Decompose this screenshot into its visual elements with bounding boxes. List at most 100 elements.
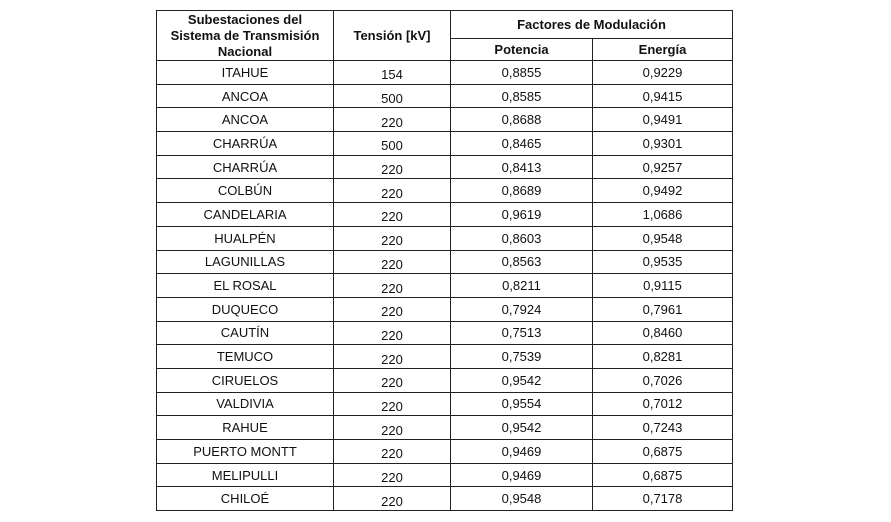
table-cell: 220 bbox=[333, 107, 451, 133]
table-cell: 0,8563 bbox=[450, 249, 593, 275]
table-cell: 0,8585 bbox=[450, 83, 593, 109]
table-row: TEMUCO 220 0,7539 0,8281 bbox=[156, 344, 733, 369]
table-cell: ANCOA bbox=[156, 107, 334, 133]
header-cell: Potencia bbox=[450, 38, 593, 61]
table-cell: 0,8855 bbox=[450, 60, 593, 85]
table-cell: 0,7012 bbox=[592, 391, 733, 417]
table-cell: ITAHUE bbox=[156, 60, 334, 85]
table-cell: 0,7178 bbox=[592, 486, 733, 512]
table-cell: 220 bbox=[333, 178, 451, 204]
header-cell: Factores de Modulación bbox=[450, 10, 733, 39]
table-cell: 0,9257 bbox=[592, 154, 733, 180]
table-row: MELIPULLI 220 0,9469 0,6875 bbox=[156, 462, 733, 488]
table-row: CIRUELOS 220 0,9542 0,7026 bbox=[156, 367, 733, 393]
table-cell: MELIPULLI bbox=[156, 462, 334, 488]
table-cell: 220 bbox=[333, 320, 451, 346]
table-cell: 220 bbox=[333, 439, 451, 464]
table-cell: 0,9535 bbox=[592, 249, 733, 275]
table-cell: 0,7513 bbox=[450, 320, 593, 346]
table-cell: 220 bbox=[333, 391, 451, 417]
table-cell: RAHUE bbox=[156, 415, 334, 440]
table-cell: 0,9469 bbox=[450, 462, 593, 488]
table-cell: 0,9491 bbox=[592, 107, 733, 133]
table-cell: EL ROSAL bbox=[156, 273, 334, 298]
table-cell: COLBÚN bbox=[156, 178, 334, 204]
table-cell: CHILOÉ bbox=[156, 486, 334, 512]
table-cell: 220 bbox=[333, 296, 451, 322]
table-cell: 0,9115 bbox=[592, 273, 733, 298]
table-cell: 220 bbox=[333, 344, 451, 369]
table-cell: 220 bbox=[333, 415, 451, 440]
header-cell: Subestaciones del Sistema de Transmisión… bbox=[156, 10, 334, 61]
table-row: CANDELARIA 220 0,9619 1,0686 bbox=[156, 202, 733, 227]
table-cell: 0,8211 bbox=[450, 273, 593, 298]
table-cell: 0,9548 bbox=[450, 486, 593, 512]
table-row: DUQUECO 220 0,7924 0,7961 bbox=[156, 296, 733, 322]
table-row: ANCOA 220 0,8688 0,9491 bbox=[156, 107, 733, 133]
table-cell: LAGUNILLAS bbox=[156, 249, 334, 275]
table-row: ANCOA 500 0,8585 0,9415 bbox=[156, 83, 733, 109]
data-table: Subestaciones del Sistema de Transmisión… bbox=[156, 10, 733, 512]
table-cell: 0,8689 bbox=[450, 178, 593, 204]
table-header: Subestaciones del Sistema de Transmisión… bbox=[156, 10, 733, 61]
table-row: CHARRÚA 220 0,8413 0,9257 bbox=[156, 154, 733, 180]
table-cell: 500 bbox=[333, 83, 451, 109]
table-cell: 0,8603 bbox=[450, 225, 593, 251]
table-cell: CHARRÚA bbox=[156, 131, 334, 156]
table-cell: CIRUELOS bbox=[156, 367, 334, 393]
table-cell: 1,0686 bbox=[592, 202, 733, 227]
table-cell: 0,8465 bbox=[450, 131, 593, 156]
table-row: ITAHUE 154 0,8855 0,9229 bbox=[156, 60, 733, 85]
table-cell: 0,9554 bbox=[450, 391, 593, 417]
table-cell: 0,9619 bbox=[450, 202, 593, 227]
table-body: ITAHUE 154 0,8855 0,9229 ANCOA 500 0,8585 0,941… bbox=[156, 60, 733, 512]
table-cell: 220 bbox=[333, 367, 451, 393]
table-row: CHILOÉ 220 0,9548 0,7178 bbox=[156, 486, 733, 512]
table-cell: 0,9492 bbox=[592, 178, 733, 204]
table-cell: 0,8460 bbox=[592, 320, 733, 346]
table-cell: 220 bbox=[333, 462, 451, 488]
table-cell: 0,8281 bbox=[592, 344, 733, 369]
table-cell: 500 bbox=[333, 131, 451, 156]
table-cell: 220 bbox=[333, 225, 451, 251]
table-cell: VALDIVIA bbox=[156, 391, 334, 417]
table-cell: TEMUCO bbox=[156, 344, 334, 369]
table-cell: 0,7539 bbox=[450, 344, 593, 369]
table-cell: 0,7924 bbox=[450, 296, 593, 322]
table-cell: CHARRÚA bbox=[156, 154, 334, 180]
table-cell: 0,7961 bbox=[592, 296, 733, 322]
table-cell: 0,8413 bbox=[450, 154, 593, 180]
table-cell: 220 bbox=[333, 154, 451, 180]
table-cell: CAUTÍN bbox=[156, 320, 334, 346]
table-cell: 220 bbox=[333, 273, 451, 298]
table-cell: 220 bbox=[333, 486, 451, 512]
table-cell: 0,8688 bbox=[450, 107, 593, 133]
table-row: COLBÚN 220 0,8689 0,9492 bbox=[156, 178, 733, 204]
table-cell: CANDELARIA bbox=[156, 202, 334, 227]
table-cell: 0,9301 bbox=[592, 131, 733, 156]
table-cell: 0,7026 bbox=[592, 367, 733, 393]
table-cell: 0,6875 bbox=[592, 439, 733, 464]
table-cell: 220 bbox=[333, 202, 451, 227]
table-cell: 0,6875 bbox=[592, 462, 733, 488]
table-row: EL ROSAL 220 0,8211 0,9115 bbox=[156, 273, 733, 298]
table-cell: ANCOA bbox=[156, 83, 334, 109]
table-cell: 154 bbox=[333, 60, 451, 85]
table-cell: 220 bbox=[333, 249, 451, 275]
table-row: HUALPÉN 220 0,8603 0,9548 bbox=[156, 225, 733, 251]
table-cell: 0,9542 bbox=[450, 415, 593, 440]
table-cell: DUQUECO bbox=[156, 296, 334, 322]
table-cell: 0,9548 bbox=[592, 225, 733, 251]
table-cell: PUERTO MONTT bbox=[156, 439, 334, 464]
header-cell: Energía bbox=[592, 38, 733, 61]
table-row: LAGUNILLAS 220 0,8563 0,9535 bbox=[156, 249, 733, 275]
table-row: CAUTÍN 220 0,7513 0,8460 bbox=[156, 320, 733, 346]
table-row: RAHUE 220 0,9542 0,7243 bbox=[156, 415, 733, 440]
table-row: PUERTO MONTT 220 0,9469 0,6875 bbox=[156, 439, 733, 464]
table-row: VALDIVIA 220 0,9554 0,7012 bbox=[156, 391, 733, 417]
table-cell: 0,7243 bbox=[592, 415, 733, 440]
table-cell: 0,9415 bbox=[592, 83, 733, 109]
header-cell: Tensión [kV] bbox=[333, 10, 451, 61]
table-row: CHARRÚA 500 0,8465 0,9301 bbox=[156, 131, 733, 156]
table-cell: HUALPÉN bbox=[156, 225, 334, 251]
